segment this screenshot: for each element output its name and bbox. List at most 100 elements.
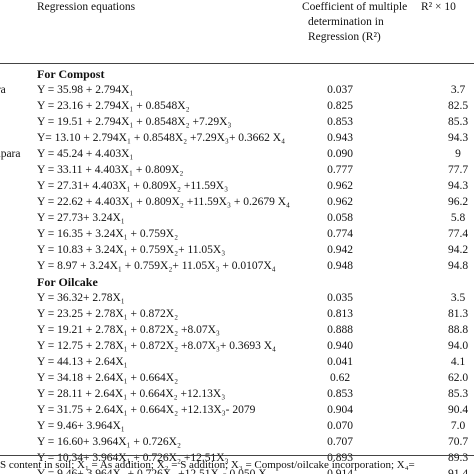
table-row: Y = 31.75 + 2.64X₁ + 0.664X₂ +12.13X₃- 2…	[0, 402, 474, 418]
row-equation: Y = 34.18 + 2.64X₁ + 0.664X₂	[37, 372, 179, 384]
row-equation: Y = 19.21 + 2.78X₁ + 0.872X₂ +8.07X₃	[37, 324, 220, 336]
row-equation: Y = 27.73+ 3.24X₁	[37, 212, 125, 224]
row-equation: Y= 13.10 + 2.794X₁ + 0.8548X₂ +7.29X₃+ 0…	[37, 132, 286, 144]
row-equation: Y = 23.25 + 2.78X₁ + 0.872X₂	[37, 308, 179, 320]
table-row: Y = 23.16 + 2.794X₁ + 0.8548X₂ 0.825 82.5	[0, 98, 474, 114]
row-equation: Y = 19.51 + 2.794X₁ + 0.8548X₂ +7.29X₃	[37, 116, 232, 128]
row-equation: Y = 9.46+ 3.964X₁	[37, 420, 125, 432]
row-r2-percent: 9	[455, 148, 461, 160]
row-coefficient: 0.058	[327, 212, 353, 224]
row-r2-percent: 88.8	[447, 324, 469, 336]
row-equation: Y = 45.24 + 4.403X₁	[37, 148, 134, 160]
row-coefficient: 0.853	[327, 388, 353, 400]
header-coefficient-line1: Coefficient of multiple	[302, 1, 408, 13]
row-r2-percent: 94.3	[447, 132, 469, 144]
table-row: Y = 44.13 + 2.64X₁ 0.041 4.1	[0, 354, 474, 370]
section-oilcake: For Oilcake	[37, 275, 98, 289]
row-r2-percent: 94.0	[447, 340, 469, 352]
footer-rule	[0, 455, 474, 456]
table-row: Y = 10.83 + 3.24X₁ + 0.759X₂+ 11.05X₃ 0.9…	[0, 242, 474, 258]
row-equation: Y = 44.13 + 2.64X₁	[37, 356, 128, 368]
row-coefficient: 0.813	[327, 308, 353, 320]
table-row: Y = 27.31+ 4.403X₁ + 0.809X₂ +11.59X₃ 0.9…	[0, 178, 474, 194]
row-coefficient: 0.825	[327, 100, 353, 112]
row-equation: Y = 35.98 + 2.794X₁	[37, 84, 134, 96]
table-row: Y = 34.18 + 2.64X₁ + 0.664X₂ 0.62 62.0	[0, 370, 474, 386]
table-row: Y = 36.32+ 2.78X₁ 0.035 3.5	[0, 290, 474, 306]
row-coefficient: 0.035	[327, 292, 353, 304]
row-equation: Y = 31.75 + 2.64X₁ + 0.664X₂ +12.13X₃- 2…	[37, 404, 256, 416]
row-coefficient: 0.037	[327, 84, 353, 96]
table-row: Y = 22.62 + 4.403X₁ + 0.809X₂ +11.59X₃ +…	[0, 194, 474, 210]
row-r2-percent: 77.7	[447, 164, 469, 176]
row-r2-percent: 94.3	[447, 180, 469, 192]
row-r2-percent: 77.4	[447, 228, 469, 240]
row-coefficient: 0.62	[329, 372, 351, 384]
table-row: Y = 27.73+ 3.24X₁ 0.058 5.8	[0, 210, 474, 226]
header-coefficient-line3: Regression (R²)	[308, 31, 381, 43]
row-r2-percent: 91.4	[447, 468, 469, 474]
row-r2-percent: 85.3	[447, 116, 469, 128]
row-coefficient: 0.904	[327, 404, 353, 416]
row-location: hinpara	[0, 148, 21, 160]
table-row: Y = 9.46+ 3.964X₁ + 0.726X₂ +12.51X₃- 0.…	[0, 466, 474, 474]
table-row: hinpara Y = 45.24 + 4.403X₁ 0.090 9	[0, 146, 474, 162]
section-compost: For Compost	[37, 67, 105, 81]
row-coefficient: 0.707	[327, 436, 353, 448]
row-r2-percent: 94.2	[447, 244, 469, 256]
row-coefficient: 0.943	[327, 132, 353, 144]
row-equation: Y = 10.83 + 3.24X₁ + 0.759X₂+ 11.05X₃	[37, 244, 226, 256]
row-coefficient: 0.090	[327, 148, 353, 160]
table-row: Y = 19.21 + 2.78X₁ + 0.872X₂ +8.07X₃ 0.88…	[0, 322, 474, 338]
row-r2-percent: 94.8	[447, 260, 469, 272]
table-row: Y = 16.35 + 3.24X₁ + 0.759X₂ 0.774 77.4	[0, 226, 474, 242]
row-equation: Y = 8.97 + 3.24X₁ + 0.759X₂+ 11.05X₃ + 0…	[37, 260, 276, 272]
row-coefficient: 0.940	[327, 340, 353, 352]
row-equation: Y = 12.75 + 2.78X₁ + 0.872X₂ +8.07X₃+ 0.…	[37, 340, 277, 352]
row-equation: Y = 22.62 + 4.403X₁ + 0.809X₂ +11.59X₃ +…	[37, 196, 291, 208]
header-coefficient-line2: determination in	[308, 16, 384, 28]
row-coefficient: 0.962	[327, 196, 353, 208]
row-equation: Y = 28.11 + 2.64X₁ + 0.664X₂ +12.13X₃	[37, 388, 226, 400]
row-coefficient: 0.942	[327, 244, 353, 256]
row-r2-percent: 70.7	[447, 436, 469, 448]
row-r2-percent: 3.7	[450, 84, 466, 96]
row-coefficient: 0.948	[327, 260, 353, 272]
row-equation: Y = 16.35 + 3.24X₁ + 0.759X₂	[37, 228, 179, 240]
row-coefficient: 0.774	[327, 228, 353, 240]
row-r2-percent: 4.1	[450, 356, 466, 368]
row-r2-percent: 90.4	[447, 404, 469, 416]
row-equation: Y = 27.31+ 4.403X₁ + 0.809X₂ +11.59X₃	[37, 180, 229, 192]
table-row: Y = 33.11 + 4.403X₁ + 0.809X₂ 0.777 77.7	[0, 162, 474, 178]
row-equation: Y = 16.60+ 3.964X₁ + 0.726X₂	[37, 436, 181, 448]
row-r2-percent: 5.8	[450, 212, 466, 224]
header-r2-times: R² × 10	[421, 1, 456, 13]
row-coefficient: 0.914	[327, 468, 353, 474]
header-rule	[0, 63, 474, 64]
table-footnote: S content in soil; X₁ = As addition; X₂ …	[0, 459, 415, 471]
row-equation: Y = 9.46+ 3.964X₁ + 0.726X₂ +12.51X₃- 0.…	[37, 468, 271, 474]
row-coefficient: 0.853	[327, 116, 353, 128]
row-r2-percent: 62.0	[447, 372, 469, 384]
row-location: para	[0, 84, 6, 96]
table-row: Y = 23.25 + 2.78X₁ + 0.872X₂ 0.813 81.3	[0, 306, 474, 322]
row-r2-percent: 85.3	[447, 388, 469, 400]
table-row: Y = 16.60+ 3.964X₁ + 0.726X₂ 0.707 70.7	[0, 434, 474, 450]
row-coefficient: 0.041	[327, 356, 353, 368]
table-row: para Y = 35.98 + 2.794X₁ 0.037 3.7	[0, 82, 474, 98]
row-r2-percent: 89.3	[447, 452, 469, 464]
row-equation: Y = 23.16 + 2.794X₁ + 0.8548X₂	[37, 100, 190, 112]
row-equation: Y = 36.32+ 2.78X₁	[37, 292, 125, 304]
row-coefficient: 0.070	[327, 420, 353, 432]
table-row: Y= 13.10 + 2.794X₁ + 0.8548X₂ +7.29X₃+ 0…	[0, 130, 474, 146]
table-row: Y = 28.11 + 2.64X₁ + 0.664X₂ +12.13X₃ 0.8…	[0, 386, 474, 402]
header-coefficient: Coefficient of multiple determination in…	[302, 0, 422, 45]
table-row: Y = 8.97 + 3.24X₁ + 0.759X₂+ 11.05X₃ + 0…	[0, 258, 474, 274]
header-regression-equations: Regression equations	[37, 1, 136, 13]
row-r2-percent: 82.5	[447, 100, 469, 112]
table-row: Y = 12.75 + 2.78X₁ + 0.872X₂ +8.07X₃+ 0.…	[0, 338, 474, 354]
row-r2-percent: 7.0	[450, 420, 466, 432]
row-coefficient: 0.962	[327, 180, 353, 192]
row-equation: Y = 33.11 + 4.403X₁ + 0.809X₂	[37, 164, 184, 176]
